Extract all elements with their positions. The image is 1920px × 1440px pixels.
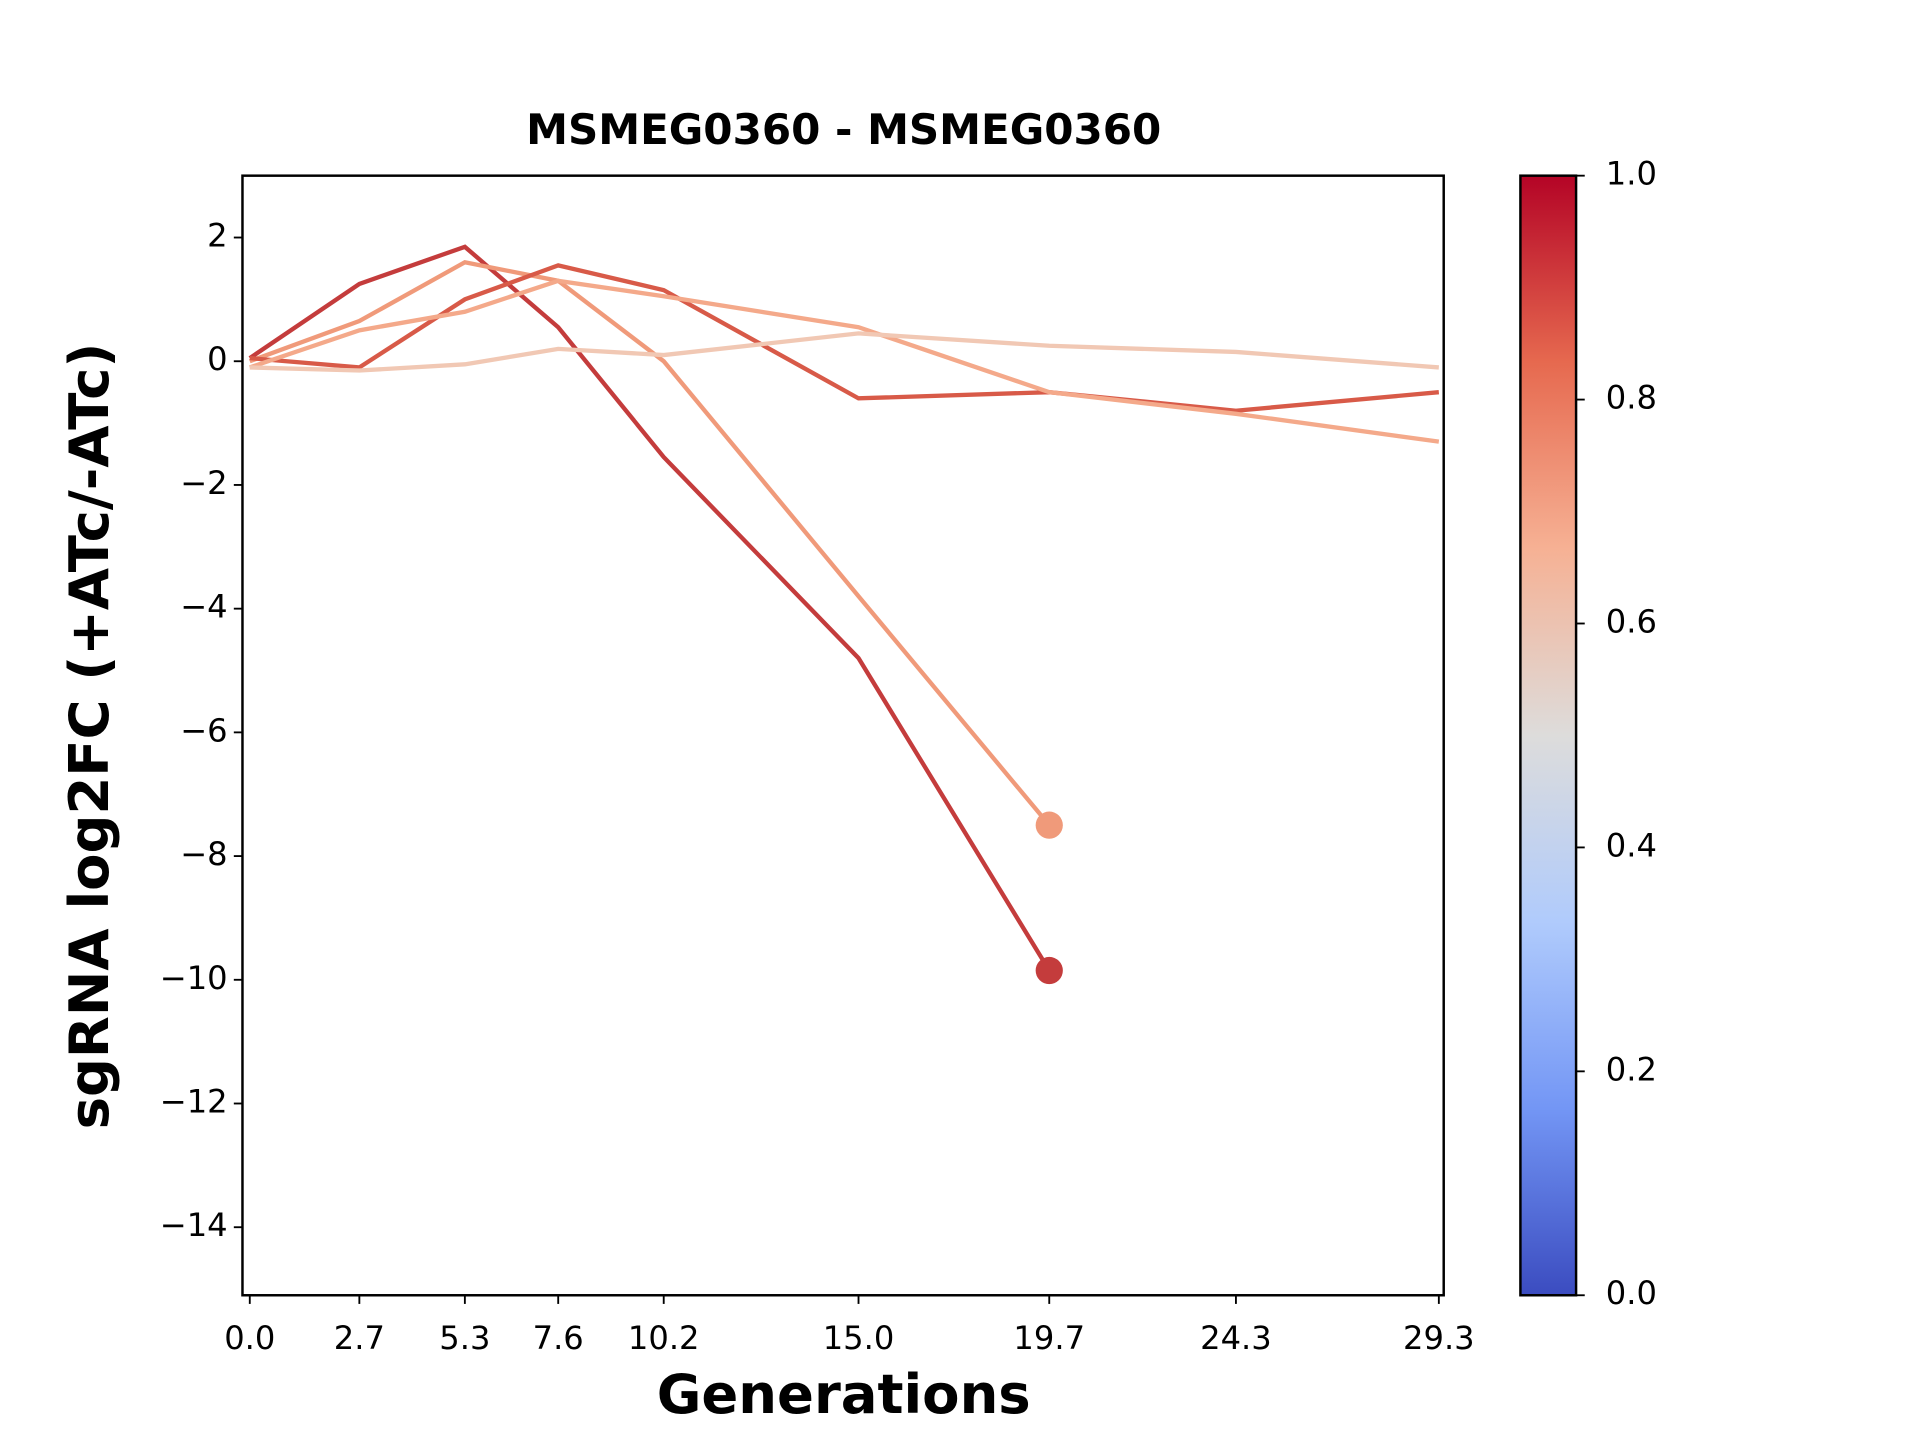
- y-tick-label: −14: [160, 1206, 228, 1244]
- y-tick-label: −10: [160, 959, 228, 997]
- colorbar-tick-label: 0.4: [1606, 826, 1657, 864]
- x-tick-label: 29.3: [1403, 1319, 1475, 1357]
- x-tick-label: 7.6: [533, 1319, 584, 1357]
- y-tick-label: −2: [180, 464, 227, 502]
- end-marker: [1035, 811, 1063, 839]
- y-tick-label: 0: [207, 340, 227, 378]
- x-axis-label: Generations: [657, 1362, 1031, 1426]
- colorbar-tick-label: 0.8: [1606, 379, 1657, 417]
- x-tick-label: 19.7: [1013, 1319, 1085, 1357]
- colorbar-tick-label: 1.0: [1606, 155, 1657, 193]
- x-tick-label: 24.3: [1200, 1319, 1272, 1357]
- y-tick-label: −4: [180, 588, 227, 626]
- y-axis-label: sgRNA log2FC (+ATc/-ATc): [57, 343, 121, 1130]
- x-tick-label: 2.7: [334, 1319, 385, 1357]
- series-line: [249, 259, 1051, 827]
- x-tick-label: 15.0: [823, 1319, 895, 1357]
- plot-frame: [241, 174, 1445, 1297]
- colorbar-tick-label: 0.0: [1606, 1274, 1657, 1312]
- y-tick-label: 2: [207, 217, 227, 255]
- series-line: [249, 278, 1440, 444]
- x-tick-label: 0.0: [224, 1319, 275, 1357]
- y-tick-label: −12: [160, 1083, 228, 1121]
- series-line: [249, 263, 1440, 413]
- end-marker: [1035, 956, 1063, 985]
- series-line: [248, 244, 1052, 972]
- colorbar-tick-label: 0.6: [1606, 603, 1657, 641]
- x-tick-label: 5.3: [439, 1319, 490, 1357]
- colorbar: [1519, 174, 1578, 1297]
- chart-title: MSMEG0360 - MSMEG0360: [526, 105, 1161, 154]
- colorbar-tick-label: 0.2: [1606, 1050, 1657, 1088]
- y-tick-label: −8: [180, 835, 227, 873]
- y-tick-label: −6: [180, 711, 227, 749]
- series-line: [249, 331, 1440, 373]
- x-tick-label: 10.2: [628, 1319, 700, 1357]
